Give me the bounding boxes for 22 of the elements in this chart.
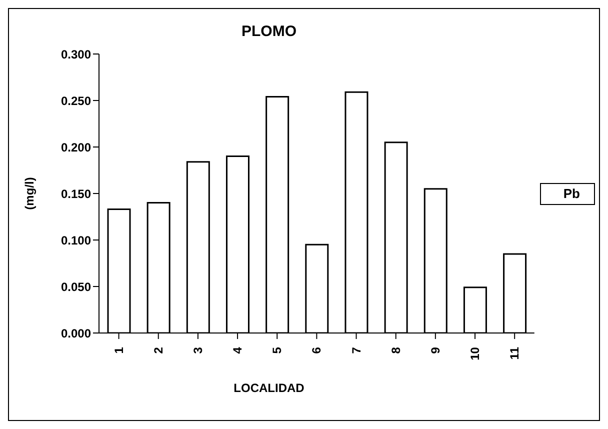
x-tick-label: 10 xyxy=(468,346,482,360)
y-tick-label: 0.200 xyxy=(60,140,92,154)
y-tick-label: 0.300 xyxy=(60,47,92,62)
x-tick-label: 5 xyxy=(270,346,284,354)
x-tick-label: 7 xyxy=(349,346,364,354)
x-tick-label: 9 xyxy=(428,346,442,354)
x-tick-label: 8 xyxy=(388,346,403,354)
x-axis-title: LOCALIDAD xyxy=(232,381,306,395)
x-tick-label: 4 xyxy=(230,346,245,354)
text: Pb xyxy=(563,186,580,202)
y-tick-label: 0.000 xyxy=(60,326,92,340)
y-tick-label: 0.250 xyxy=(60,94,92,108)
x-tick-label: 3 xyxy=(190,346,205,354)
x-tick-label: 6 xyxy=(310,346,324,354)
y-axis-title: (mg/l) xyxy=(22,177,36,210)
y-tick-label: 0.100 xyxy=(60,233,92,248)
y-tick-label: 0.050 xyxy=(60,280,92,294)
x-tick-label: 2 xyxy=(151,346,166,354)
x-tick-label: 11 xyxy=(508,346,522,360)
chart-title: PLOMO xyxy=(240,23,298,40)
x-tick-label: 1 xyxy=(112,346,126,354)
y-tick-label: 0.150 xyxy=(60,186,92,201)
